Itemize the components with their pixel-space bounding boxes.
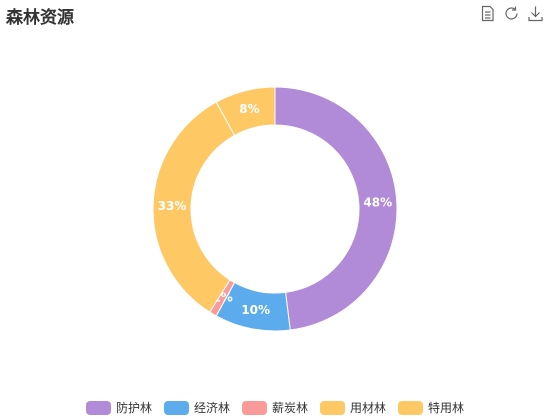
refresh-icon[interactable] <box>503 5 520 22</box>
pie-slice-4[interactable] <box>152 101 236 313</box>
legend-label: 用材林 <box>350 401 387 415</box>
pie-slice-5[interactable] <box>215 86 276 137</box>
slice-label-1: 48% <box>363 196 392 210</box>
slice-label-5: 8% <box>239 102 259 116</box>
chart-legend: 防护林 经济林 薪炭林 用材林 特用林 <box>0 399 550 416</box>
slice-label-2: 10% <box>241 303 270 317</box>
slice-label-4: 33% <box>158 199 187 213</box>
legend-swatch <box>320 400 345 415</box>
legend-item-5[interactable]: 特用林 <box>398 399 464 416</box>
legend-item-4[interactable]: 用材林 <box>320 399 386 416</box>
legend-swatch <box>163 400 189 415</box>
download-icon[interactable] <box>527 5 544 22</box>
legend-label: 薪炭林 <box>271 401 308 415</box>
chart-toolbar <box>479 5 544 22</box>
donut-chart: 48%10%1%33%8% <box>152 86 398 332</box>
legend-item-2[interactable]: 经济林 <box>163 399 230 416</box>
legend-item-3[interactable]: 薪炭林 <box>241 399 308 416</box>
legend-label: 经济林 <box>193 401 230 415</box>
legend-swatch <box>398 400 424 415</box>
legend-item-1[interactable]: 防护林 <box>85 399 152 416</box>
legend-swatch <box>241 400 267 415</box>
chart-title: 森林资源 <box>6 8 74 28</box>
pie-slice-1[interactable] <box>274 86 398 331</box>
legend-label: 防护林 <box>115 401 152 415</box>
data-view-icon[interactable] <box>479 5 496 22</box>
legend-swatch <box>85 400 111 415</box>
legend-label: 特用林 <box>428 401 465 415</box>
